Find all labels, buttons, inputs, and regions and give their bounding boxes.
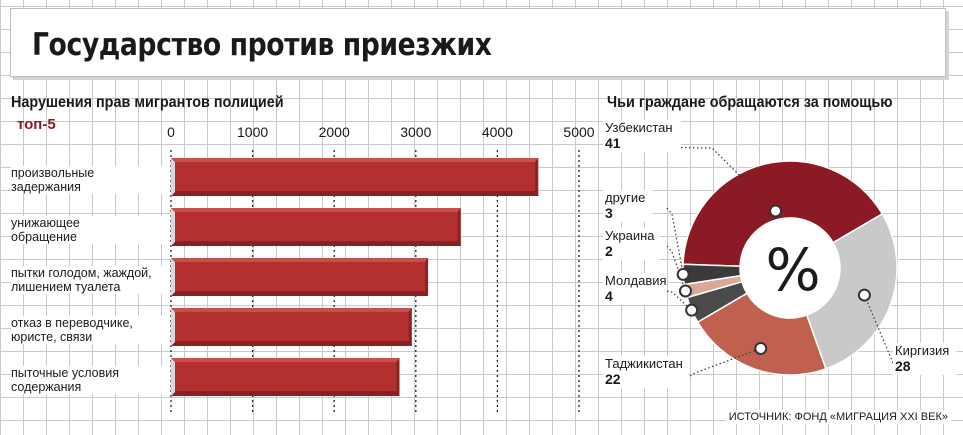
x-tick-label: 3000 — [400, 124, 431, 140]
bar-chart: 0 1000 2000 3000 4000 5000 — [167, 124, 595, 412]
donut-slice — [696, 292, 827, 376]
donut-slice — [682, 160, 884, 268]
slice-label: Киргизия — [895, 343, 949, 358]
x-tick-label: 4000 — [482, 124, 513, 140]
pie-chart-title: Чьи граждане обращаются за помощью — [607, 94, 893, 111]
bar-category-label: произвольные задержания — [11, 166, 171, 194]
bar-category-label: пытки голодом, жаждой, лишением туалета — [11, 266, 171, 294]
slice-value: 4 — [605, 288, 613, 304]
bar — [171, 158, 539, 196]
slice-value: 3 — [605, 205, 613, 221]
slice-leader-line — [689, 347, 761, 377]
slice-label: Таджикистан — [605, 356, 683, 371]
slice-value: 22 — [605, 371, 621, 387]
slice-marker — [685, 303, 699, 317]
bar — [171, 208, 461, 246]
slice-leader-line — [666, 207, 684, 275]
x-tick-label: 5000 — [563, 124, 594, 140]
slice-label: Узбекистан — [605, 120, 673, 135]
slice-marker — [857, 288, 871, 302]
bar-chart-title: Нарушения прав мигрантов полицией — [11, 94, 284, 111]
slice-value: 2 — [605, 243, 613, 259]
bar — [171, 358, 400, 396]
bar — [171, 308, 412, 346]
x-tick-label: 0 — [167, 124, 175, 140]
bar-category-label: пыточные условия содержания — [11, 366, 171, 394]
source-note: ИСТОЧНИК: ФОНД «МИГРАЦИЯ XXI ВЕК» — [725, 410, 951, 424]
slice-label: Молдавия — [605, 273, 667, 288]
slice-leader-line — [666, 290, 693, 311]
donut-slice — [805, 212, 898, 370]
slice-value: 41 — [605, 135, 621, 151]
slice-value: 28 — [895, 358, 911, 374]
slice-marker — [754, 341, 768, 355]
slice-leader-line — [604, 145, 776, 212]
page-title: Государство против приезжих — [32, 27, 492, 63]
title-box: Государство против приезжих — [10, 8, 946, 77]
bar-category-label: унижающее обращение — [11, 216, 171, 244]
donut-center-label: % — [765, 236, 820, 304]
bar-chart-subtitle: топ-5 — [17, 116, 56, 133]
x-tick-label: 2000 — [319, 124, 350, 140]
x-tick-label: 1000 — [237, 124, 268, 140]
slice-marker — [769, 204, 783, 218]
slice-leader-line — [863, 294, 894, 364]
slice-label: Украина — [605, 228, 655, 243]
slice-label: другие — [605, 190, 645, 205]
bar — [171, 258, 429, 296]
slice-marker — [678, 284, 692, 298]
bar-category-label: отказ в переводчике, юристе, связи — [11, 316, 171, 344]
slice-marker — [676, 267, 690, 281]
